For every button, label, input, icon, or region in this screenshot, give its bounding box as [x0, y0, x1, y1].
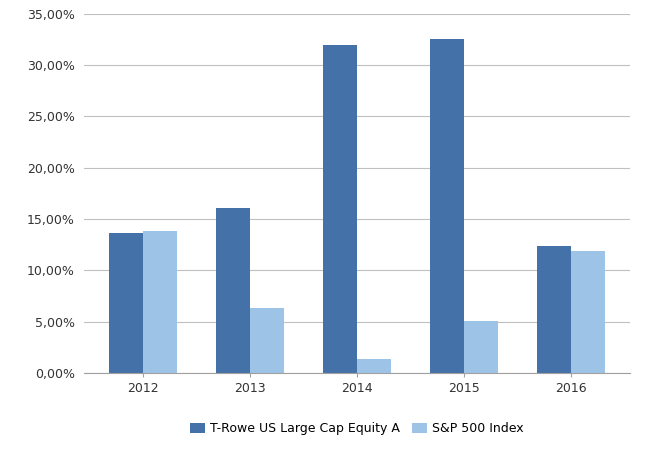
Bar — [250, 308, 284, 373]
Bar — [143, 232, 177, 373]
Bar — [430, 39, 464, 373]
Legend: T-Rowe US Large Cap Equity A, S&P 500 Index: T-Rowe US Large Cap Equity A, S&P 500 In… — [190, 423, 524, 435]
Bar — [109, 233, 143, 373]
Bar — [570, 251, 605, 373]
Bar — [464, 321, 498, 373]
Bar — [216, 208, 250, 373]
Bar — [323, 46, 357, 373]
Bar — [537, 246, 570, 373]
Bar — [357, 359, 391, 373]
